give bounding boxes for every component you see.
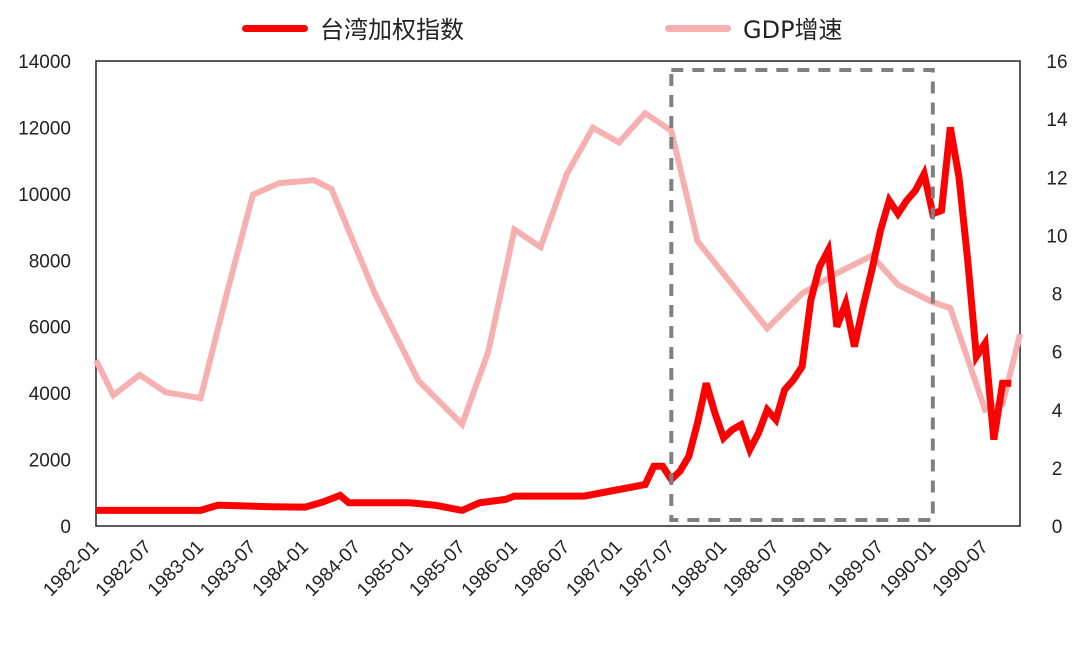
left-tick-label: 14000 [18, 52, 71, 73]
x-tick-label: 1986-01 [458, 537, 522, 601]
right-axis: 0 2 4 6 8 10 12 14 16 [1046, 52, 1068, 538]
left-tick-label: 2000 [29, 451, 71, 472]
legend-label-gdp: GDP增速 [743, 16, 843, 44]
x-tick-label: 1985-01 [353, 537, 417, 601]
x-tick-label: 1989-07 [824, 537, 888, 601]
series-line-gdp [93, 109, 1023, 430]
legend-swatch-index [242, 25, 308, 32]
left-tick-label: 12000 [18, 118, 71, 139]
x-tick-label: 1984-07 [301, 537, 365, 601]
right-tick-label: 0 [1052, 517, 1063, 538]
x-axis: 1982-011982-071983-011983-071984-011984-… [39, 537, 992, 601]
x-tick-label: 1989-01 [772, 537, 836, 601]
x-tick-label: 1982-01 [39, 537, 103, 601]
right-tick-label: 8 [1052, 285, 1063, 306]
left-tick-label: 8000 [29, 251, 71, 272]
left-tick-label: 10000 [18, 185, 71, 206]
highlight-box [669, 68, 935, 522]
x-tick-label: 1987-07 [615, 537, 679, 601]
legend-swatch-gdp [665, 25, 731, 32]
x-tick-label: 1982-07 [92, 537, 156, 601]
right-tick-label: 14 [1046, 110, 1068, 131]
x-tick-label: 1990-01 [876, 537, 940, 601]
legend-label-index: 台湾加权指数 [320, 16, 464, 44]
x-tick-label: 1983-07 [196, 537, 260, 601]
left-tick-label: 0 [60, 517, 71, 538]
x-tick-label: 1984-01 [249, 537, 313, 601]
x-tick-label: 1987-01 [562, 537, 626, 601]
x-tick-label: 1988-01 [667, 537, 731, 601]
left-axis: 0 2000 4000 6000 8000 10000 12000 14000 [18, 52, 71, 538]
x-tick-label: 1990-07 [929, 537, 993, 601]
right-tick-label: 16 [1046, 52, 1067, 73]
left-tick-label: 4000 [29, 384, 71, 405]
right-tick-label: 10 [1046, 226, 1067, 247]
plot-frame [95, 60, 1021, 527]
series-layer [93, 109, 1023, 515]
x-tick-label: 1986-07 [510, 537, 574, 601]
series-line-index [96, 126, 1012, 515]
right-tick-label: 6 [1052, 343, 1063, 364]
right-tick-label: 2 [1052, 459, 1063, 480]
right-tick-label: 12 [1046, 168, 1067, 189]
x-tick-label: 1988-07 [719, 537, 783, 601]
right-tick-label: 4 [1052, 401, 1063, 422]
x-tick-label: 1985-07 [405, 537, 469, 601]
left-tick-label: 6000 [29, 318, 71, 339]
x-tick-label: 1983-01 [144, 537, 208, 601]
